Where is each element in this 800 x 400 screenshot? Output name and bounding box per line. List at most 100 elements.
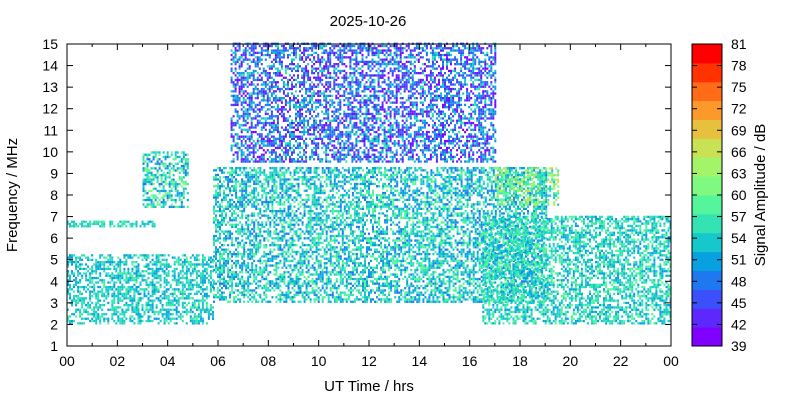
spectrogram-cell — [269, 289, 272, 292]
spectrogram-cell — [406, 169, 409, 172]
spectrogram-cell — [388, 262, 391, 265]
spectrogram-cell — [394, 268, 397, 272]
spectrogram-cell — [386, 203, 389, 206]
spectrogram-cell — [353, 298, 356, 301]
spectrogram-cell — [355, 176, 358, 179]
spectrogram-cell — [233, 219, 236, 222]
spectrogram-cell — [71, 299, 73, 302]
spectrogram-cell — [400, 207, 403, 210]
spectrogram-cell — [289, 171, 292, 174]
spectrogram-cell — [372, 275, 374, 278]
spectrogram-cell — [384, 284, 387, 287]
spectrogram-cell — [257, 259, 260, 263]
spectrogram-cell — [243, 244, 246, 247]
spectrogram-cell — [166, 171, 169, 174]
spectrogram-cell — [181, 319, 184, 323]
spectrogram-cell — [349, 232, 352, 235]
spectrogram-cell — [283, 180, 286, 183]
spectrogram-cell — [339, 194, 342, 197]
spectrogram-cell — [359, 200, 362, 204]
spectrogram-cell — [414, 268, 417, 272]
spectrogram-cell — [181, 295, 184, 298]
spectrogram-cell — [267, 234, 270, 238]
spectrogram-cell — [259, 280, 262, 283]
spectrogram-cell — [215, 191, 217, 195]
spectrogram-cell — [199, 288, 202, 291]
spectrogram-cell — [141, 276, 144, 280]
spectrogram-cell — [247, 228, 250, 231]
spectrogram-cell — [406, 298, 409, 301]
spectrogram-cell — [396, 239, 399, 242]
spectrogram-cell — [321, 230, 324, 233]
spectrogram-cell — [178, 155, 181, 159]
spectrogram-cell — [265, 246, 268, 249]
spectrogram-cell — [293, 214, 296, 217]
spectrogram-cell — [182, 164, 185, 168]
spectrogram-cell — [107, 267, 110, 271]
spectrogram-cell — [343, 284, 346, 287]
spectrogram-cell — [372, 167, 374, 170]
spectrogram-cell — [321, 300, 324, 303]
spectrogram-cell — [273, 185, 276, 188]
spectrogram-cell — [351, 173, 354, 177]
spectrogram-cell — [364, 282, 366, 285]
spectrogram-cell — [239, 277, 242, 281]
spectrogram-cell — [329, 189, 332, 192]
spectrogram-cell — [182, 158, 185, 161]
spectrogram-cell — [343, 205, 346, 208]
spectrogram-cell — [151, 272, 154, 275]
spectrogram-cell — [386, 298, 389, 301]
spectrogram-cell — [133, 272, 136, 275]
spectrogram-cell — [146, 174, 149, 177]
spectrogram-cell — [386, 239, 389, 242]
spectrogram-cell — [406, 221, 409, 224]
spectrogram-cell — [67, 263, 69, 266]
spectrogram-cell — [99, 285, 102, 289]
spectrogram-cell — [404, 185, 407, 188]
spectrogram-cell — [189, 288, 192, 291]
spectrogram-cell — [406, 284, 409, 287]
spectrogram-cell — [323, 264, 326, 267]
spectrogram-cell — [297, 219, 300, 222]
spectrogram-cell — [329, 203, 332, 206]
spectrogram-cell — [325, 221, 328, 224]
spectrogram-cell — [101, 261, 104, 264]
spectrogram-cell — [107, 308, 110, 311]
spectrogram-cell — [173, 308, 176, 311]
spectrogram-cell — [207, 310, 210, 314]
spectrogram-cell — [91, 295, 94, 298]
spectrogram-cell — [311, 273, 314, 276]
spectrogram-cell — [166, 167, 169, 170]
spectrogram-cell — [239, 253, 242, 256]
spectrogram-cell — [307, 194, 310, 197]
spectrogram-cell — [305, 225, 308, 229]
spectrogram-cell — [203, 256, 206, 259]
spectrogram-cell — [165, 295, 168, 298]
spectrogram-cell — [404, 210, 407, 213]
spectrogram-cell — [79, 256, 82, 259]
spectrogram-cell — [131, 279, 134, 282]
spectrogram-cell — [79, 315, 82, 318]
spectrogram-cell — [404, 250, 407, 254]
spectrogram-cell — [189, 319, 192, 323]
spectrogram-cell — [271, 200, 274, 204]
spectrogram-cell — [251, 178, 254, 181]
spectrogram-cell — [327, 298, 330, 301]
spectrogram-cell — [157, 270, 160, 273]
spectrogram-cell — [380, 257, 383, 260]
spectrogram-cell — [355, 225, 358, 229]
spectrogram-cell — [412, 232, 415, 235]
spectrogram-cell — [184, 153, 187, 156]
spectrogram-cell — [277, 210, 280, 213]
spectrogram-cell — [287, 210, 290, 213]
spectrogram-cell — [219, 203, 221, 206]
spectrogram-cell — [366, 239, 368, 242]
spectrogram-cell — [259, 234, 262, 238]
spectrogram-cell — [231, 266, 234, 269]
spectrogram-cell — [279, 178, 282, 181]
spectrogram-cell — [247, 180, 250, 183]
spectrogram-cell — [368, 241, 370, 244]
spectrogram-cell — [269, 282, 272, 285]
spectrogram-cell — [99, 265, 102, 268]
spectrogram-cell — [255, 277, 258, 281]
